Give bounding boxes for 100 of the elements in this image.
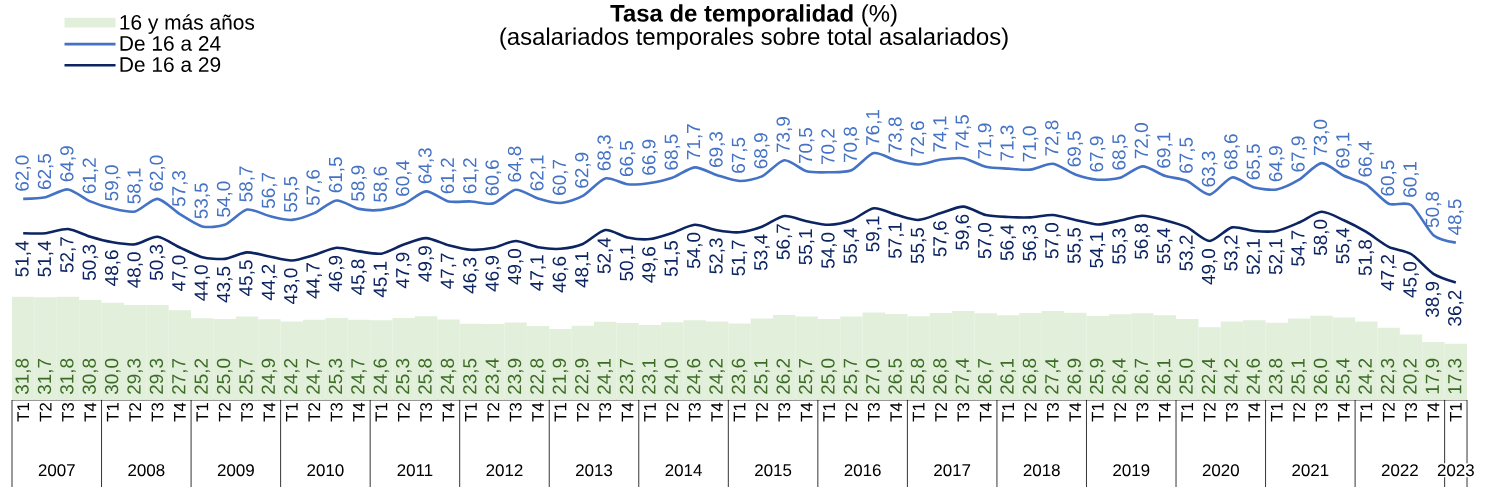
text: 2011 xyxy=(397,464,433,477)
x-tick-label: T4 xyxy=(353,402,365,422)
data-label: 25,1 xyxy=(754,358,770,394)
data-label: 31,8 xyxy=(15,358,32,395)
x-tick-label: T1 xyxy=(823,403,835,422)
data-label: 52,7 xyxy=(60,237,76,273)
data-label: 61,2 xyxy=(82,158,99,194)
data-label: 45,1 xyxy=(373,261,390,298)
data-label: 72,0 xyxy=(1134,123,1151,159)
x-tick-label: T1 xyxy=(196,403,209,422)
data-label: 54,7 xyxy=(1291,230,1307,266)
x-tick-label: T2 xyxy=(1382,403,1395,422)
data-label: 44,0 xyxy=(194,265,211,301)
text: 2014 xyxy=(665,464,702,477)
data-label: 46,9 xyxy=(328,255,345,292)
text: 2016 xyxy=(844,464,881,477)
data-label: 25,1 xyxy=(1291,358,1307,394)
data-label: 49,6 xyxy=(642,247,658,283)
data-label: 70,5 xyxy=(798,128,815,164)
x-tick-label: T4 xyxy=(890,402,903,422)
data-label: 61,2 xyxy=(463,158,479,194)
x-tick-label: T2 xyxy=(666,403,679,422)
data-label: 22,3 xyxy=(1380,358,1397,394)
data-label: 55,1 xyxy=(798,229,815,265)
data-label: 51,8 xyxy=(1358,239,1375,276)
data-label: 22,8 xyxy=(530,358,546,394)
data-label: 71,3 xyxy=(1000,125,1016,161)
data-label: 76,1 xyxy=(866,109,882,145)
text: 2018 xyxy=(1023,464,1060,477)
data-label: 22,4 xyxy=(1201,358,1218,394)
data-label: 57,1 xyxy=(888,222,904,259)
data-label: 48,0 xyxy=(127,252,143,288)
data-label: 25,9 xyxy=(1089,358,1106,394)
data-label: 30,0 xyxy=(104,358,121,395)
data-label: 29,3 xyxy=(127,358,143,394)
data-label: 56,3 xyxy=(1022,225,1039,261)
data-label: 60,4 xyxy=(395,160,412,196)
data-label: 50,3 xyxy=(149,244,166,281)
x-tick-label: T2 xyxy=(576,403,589,422)
data-label: 59,6 xyxy=(955,214,972,250)
data-label: 25,0 xyxy=(1179,358,1196,394)
data-label: 56,4 xyxy=(1000,224,1016,261)
data-label: 49,0 xyxy=(507,248,524,285)
data-label: 55,5 xyxy=(910,227,927,264)
x-tick-label: T3 xyxy=(61,402,74,422)
data-label: 73,9 xyxy=(776,117,793,153)
data-label: 57,6 xyxy=(933,221,949,257)
x-tick-label: T3 xyxy=(241,402,254,422)
data-label: 60,7 xyxy=(552,159,569,195)
text: 2023 xyxy=(1437,464,1474,477)
data-label: 55,4 xyxy=(843,228,860,264)
data-label: 25,4 xyxy=(1336,358,1352,394)
data-label: 27,7 xyxy=(172,358,188,394)
data-label: 68,5 xyxy=(664,134,681,170)
data-label: 24,2 xyxy=(1224,358,1240,394)
x-tick-label: T3 xyxy=(1046,402,1059,422)
x-tick-label: T4 xyxy=(711,402,723,422)
data-label: 66,9 xyxy=(642,139,658,175)
x-tick-label: T1 xyxy=(1002,403,1014,422)
data-label: 51,4 xyxy=(15,240,31,277)
data-label: 67,9 xyxy=(1291,136,1307,172)
data-label: 55,4 xyxy=(1157,228,1173,264)
x-tick-label: T1 xyxy=(733,403,746,422)
x-tick-label: T4 xyxy=(263,402,276,422)
data-label: 52,1 xyxy=(1246,239,1263,275)
text: 2013 xyxy=(576,464,613,477)
x-tick-label: T4 xyxy=(1069,402,1082,422)
x-tick-label: T3 xyxy=(420,402,433,422)
data-label: 64,9 xyxy=(60,146,76,182)
data-label: 23,9 xyxy=(507,358,524,394)
x-tick-label: T2 xyxy=(397,403,410,422)
text: 2017 xyxy=(934,464,971,477)
x-tick-label: T2 xyxy=(129,403,142,422)
data-label: 51,5 xyxy=(664,240,681,277)
data-label: 66,4 xyxy=(1358,141,1375,177)
x-tick-label: T3 xyxy=(151,402,164,422)
data-label: 60,5 xyxy=(1380,160,1397,196)
chart-title: Tasa de temporalidad (%) xyxy=(610,4,897,27)
data-label: 68,3 xyxy=(597,135,614,171)
x-tick-label: T1 xyxy=(1450,403,1462,422)
x-tick-label: T2 xyxy=(487,403,500,422)
data-label: 24,6 xyxy=(1246,358,1263,394)
x-tick-label: T3 xyxy=(778,402,791,422)
data-label: 46,3 xyxy=(463,257,479,294)
data-label: 57,0 xyxy=(1045,223,1061,259)
data-label: 23,8 xyxy=(1268,358,1285,394)
data-label: 58,7 xyxy=(239,166,255,202)
data-label: 47,7 xyxy=(440,253,457,289)
data-label: 67,5 xyxy=(1179,137,1196,173)
data-label: 23,5 xyxy=(463,358,479,394)
data-label: 58,0 xyxy=(1313,219,1330,256)
data-label: 68,5 xyxy=(1112,134,1128,170)
x-tick-label: T1 xyxy=(644,403,656,422)
data-label: 24,0 xyxy=(664,358,681,394)
data-label: 46,9 xyxy=(485,255,502,292)
data-label: 36,2 xyxy=(1448,290,1464,326)
data-label: 25,3 xyxy=(395,358,412,394)
x-tick-label: T4 xyxy=(442,402,455,422)
data-label: 26,7 xyxy=(977,358,994,394)
x-tick-label: T3 xyxy=(1225,402,1238,422)
